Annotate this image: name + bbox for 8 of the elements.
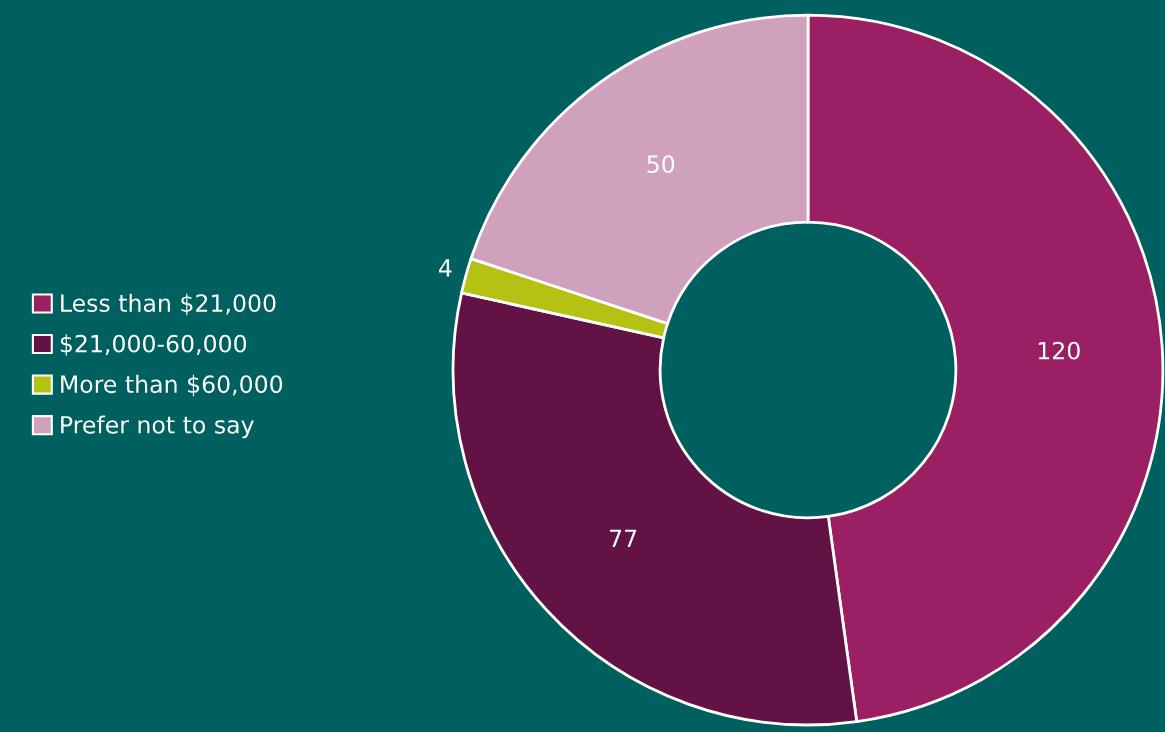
data-label: 77 [610, 529, 637, 547]
data-label: 120 [1038, 341, 1080, 360]
legend-label: Prefer not to say [61, 415, 254, 439]
data-label: 4 [438, 259, 452, 277]
legend-label: $21,000-60,000 [60, 334, 247, 356]
data-label: 50 [647, 155, 675, 174]
legend-label: Less than $21,000 [61, 293, 276, 316]
legend-label: More than $60,000 [61, 374, 283, 397]
